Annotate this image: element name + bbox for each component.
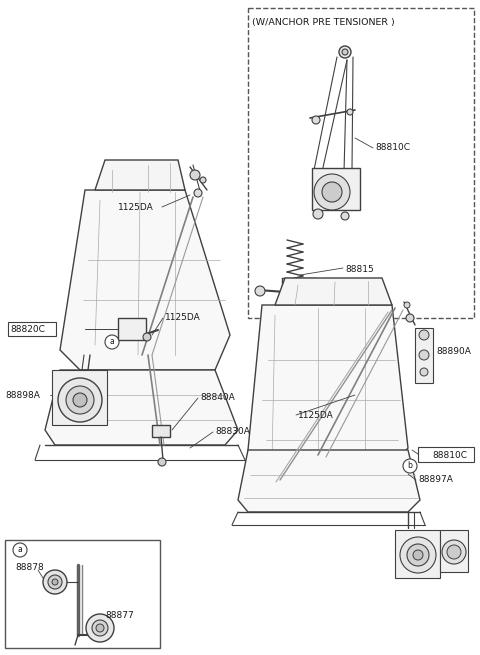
Circle shape bbox=[58, 378, 102, 422]
Text: 88840A: 88840A bbox=[200, 394, 235, 403]
Circle shape bbox=[92, 620, 108, 636]
Bar bbox=[312, 168, 360, 210]
Text: 88810C: 88810C bbox=[432, 451, 467, 460]
Text: b: b bbox=[408, 462, 412, 470]
Circle shape bbox=[312, 116, 320, 124]
Text: 88897A: 88897A bbox=[418, 476, 453, 485]
Bar bbox=[418, 447, 474, 462]
Circle shape bbox=[13, 543, 27, 557]
Text: 88877: 88877 bbox=[105, 610, 134, 620]
Text: 1125DA: 1125DA bbox=[118, 202, 154, 212]
Circle shape bbox=[105, 335, 119, 349]
Bar bbox=[395, 530, 440, 578]
Bar bbox=[8, 322, 56, 336]
Circle shape bbox=[447, 545, 461, 559]
Circle shape bbox=[341, 212, 349, 220]
Text: 88890A: 88890A bbox=[436, 348, 471, 356]
Text: 88898A: 88898A bbox=[5, 390, 40, 400]
Circle shape bbox=[420, 368, 428, 376]
Circle shape bbox=[143, 333, 151, 341]
Text: 88830A: 88830A bbox=[215, 428, 250, 436]
Circle shape bbox=[403, 459, 417, 473]
Bar bbox=[440, 530, 468, 572]
Circle shape bbox=[66, 386, 94, 414]
Text: 88820C: 88820C bbox=[10, 324, 45, 333]
Circle shape bbox=[200, 177, 206, 183]
Circle shape bbox=[339, 46, 351, 58]
Circle shape bbox=[73, 393, 87, 407]
Circle shape bbox=[419, 330, 429, 340]
Circle shape bbox=[255, 286, 265, 296]
Bar bbox=[248, 8, 474, 318]
Circle shape bbox=[86, 614, 114, 642]
Text: 88810C: 88810C bbox=[375, 143, 410, 153]
Circle shape bbox=[419, 350, 429, 360]
Circle shape bbox=[442, 540, 466, 564]
Circle shape bbox=[313, 209, 323, 219]
Circle shape bbox=[407, 544, 429, 566]
Circle shape bbox=[52, 579, 58, 585]
Text: 1125DA: 1125DA bbox=[165, 314, 201, 322]
Circle shape bbox=[96, 624, 104, 632]
Circle shape bbox=[413, 550, 423, 560]
Circle shape bbox=[322, 182, 342, 202]
Polygon shape bbox=[45, 370, 238, 445]
Polygon shape bbox=[238, 450, 420, 512]
Bar bbox=[415, 328, 433, 383]
Text: (W/ANCHOR PRE TENSIONER ): (W/ANCHOR PRE TENSIONER ) bbox=[252, 18, 395, 27]
Bar bbox=[5, 540, 160, 648]
Polygon shape bbox=[60, 190, 230, 370]
Circle shape bbox=[314, 174, 350, 210]
Circle shape bbox=[48, 575, 62, 589]
Text: a: a bbox=[109, 337, 114, 346]
Polygon shape bbox=[275, 278, 392, 305]
Bar bbox=[52, 370, 107, 425]
Circle shape bbox=[342, 49, 348, 55]
Text: 88878: 88878 bbox=[15, 563, 44, 572]
Circle shape bbox=[194, 189, 202, 197]
Text: 88815: 88815 bbox=[345, 265, 374, 274]
Circle shape bbox=[43, 570, 67, 594]
Circle shape bbox=[406, 314, 414, 322]
Text: a: a bbox=[18, 546, 23, 555]
Circle shape bbox=[190, 170, 200, 180]
Text: 1125DA: 1125DA bbox=[298, 411, 334, 419]
Polygon shape bbox=[95, 160, 185, 190]
Bar bbox=[152, 425, 170, 437]
Circle shape bbox=[347, 109, 353, 115]
Bar bbox=[118, 318, 146, 340]
Polygon shape bbox=[248, 305, 408, 465]
Circle shape bbox=[404, 302, 410, 308]
Circle shape bbox=[400, 537, 436, 573]
Circle shape bbox=[158, 458, 166, 466]
